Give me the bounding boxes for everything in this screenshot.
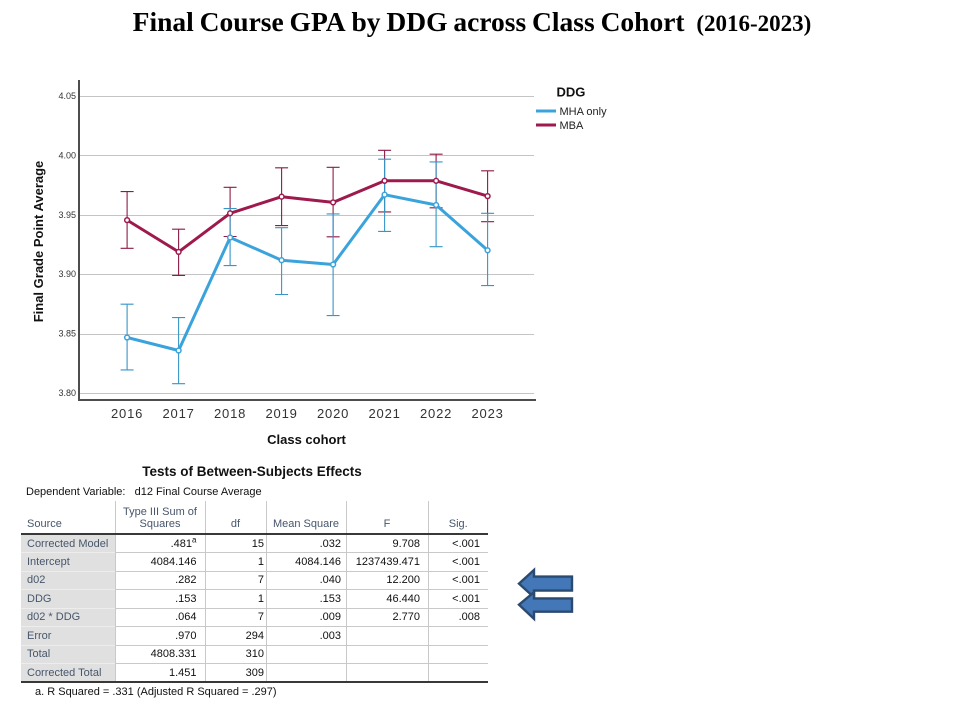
svg-text:2016: 2016 bbox=[111, 406, 143, 421]
svg-text:2019: 2019 bbox=[266, 406, 298, 421]
svg-text:3.85: 3.85 bbox=[58, 329, 76, 339]
svg-text:4.05: 4.05 bbox=[58, 91, 76, 101]
svg-text:Final Grade Point Average: Final Grade Point Average bbox=[31, 161, 46, 323]
svg-text:MBA: MBA bbox=[560, 120, 585, 132]
svg-text:2021: 2021 bbox=[369, 406, 401, 421]
svg-text:3.80: 3.80 bbox=[58, 388, 76, 398]
svg-text:3.90: 3.90 bbox=[58, 269, 76, 279]
svg-text:2023: 2023 bbox=[472, 406, 504, 421]
svg-text:4.00: 4.00 bbox=[58, 150, 76, 160]
svg-text:2018: 2018 bbox=[214, 406, 246, 421]
svg-text:Class cohort: Class cohort bbox=[267, 432, 346, 447]
svg-text:2020: 2020 bbox=[317, 406, 349, 421]
svg-text:2022: 2022 bbox=[420, 406, 452, 421]
svg-text:2017: 2017 bbox=[163, 406, 195, 421]
svg-text:3.95: 3.95 bbox=[58, 210, 76, 220]
svg-text:DDG: DDG bbox=[557, 85, 586, 100]
svg-text:MHA only: MHA only bbox=[560, 106, 608, 118]
